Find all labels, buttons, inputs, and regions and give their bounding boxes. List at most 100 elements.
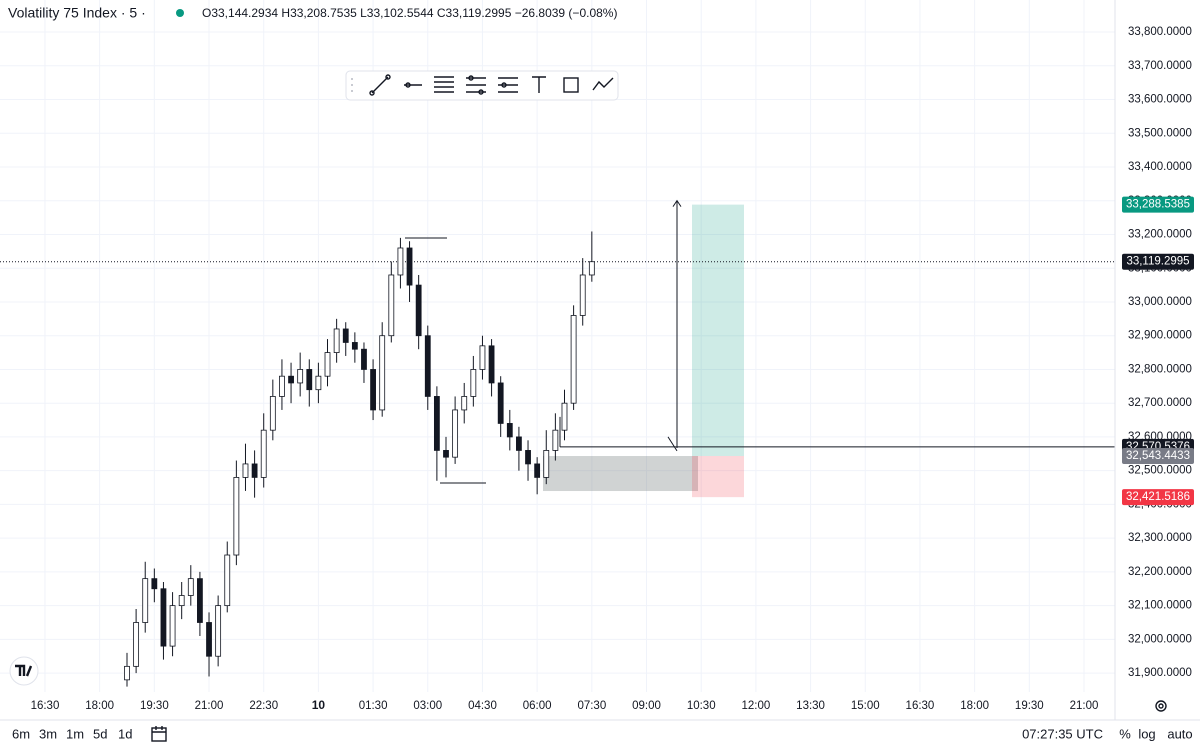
y-tick-label: 33,700.0000 (1128, 60, 1192, 72)
y-tick-label: 32,100.0000 (1128, 600, 1192, 612)
y-tick-label: 31,900.0000 (1128, 667, 1192, 679)
x-tick-label: 07:30 (577, 700, 606, 712)
symbol-title: Volatility 75 Index · 5 · (8, 5, 146, 21)
candle-body (370, 369, 376, 411)
candle-body (497, 382, 504, 424)
y-tick-label: 32,700.0000 (1128, 397, 1192, 409)
axes: 31,900.0000 32,000.0000 32,100.0000 32,200.… (31, 26, 1194, 712)
utc-clock: 07:27:35 UTC (1022, 726, 1103, 741)
y-tick-label: 33,500.0000 (1128, 127, 1192, 139)
x-tick-label: 16:30 (906, 700, 935, 712)
candle-body (561, 402, 568, 431)
x-tick-label: 01:30 (359, 700, 388, 712)
candle-body (206, 622, 212, 657)
candle-body (169, 605, 176, 647)
x-tick-label: 03:00 (413, 700, 442, 712)
scale-option[interactable]: log (1138, 726, 1155, 741)
candle-body (124, 665, 130, 681)
candle-body (160, 588, 167, 647)
interval-button[interactable]: 6m (12, 726, 30, 741)
x-tick-label: 10 (312, 698, 326, 712)
x-tick-label: 18:00 (85, 700, 114, 712)
candles (124, 231, 595, 687)
candle-body (187, 578, 194, 596)
y-tick-label: 32,500.0000 (1128, 465, 1192, 477)
price-label-box (1122, 489, 1194, 506)
grid (0, 0, 1115, 692)
y-tick-label: 33,000.0000 (1128, 296, 1192, 308)
ohlc-legend: O33,144.2934 H33,208.7535 L33,102.5544 C… (202, 6, 617, 20)
candle-body (361, 348, 367, 370)
x-tick-label: 10:30 (687, 700, 716, 712)
candle-body (306, 369, 313, 391)
candle-body (133, 622, 140, 667)
toolbar-icons[interactable] (351, 74, 614, 96)
candle-body (588, 261, 595, 276)
x-tick-label: 18:00 (960, 700, 989, 712)
candle-body (351, 342, 358, 350)
interval-button[interactable]: 5d (93, 726, 107, 741)
y-tick-label: 32,300.0000 (1128, 532, 1192, 544)
candle-body (443, 450, 449, 458)
drawings (0, 199, 1115, 498)
candle-body (260, 429, 267, 478)
x-tick-label: 12:00 (742, 700, 771, 712)
y-tick-label: 33,200.0000 (1128, 229, 1192, 241)
interval-button[interactable]: 1d (118, 726, 132, 741)
candle-body (178, 595, 185, 607)
loss-zone (692, 456, 744, 498)
x-tick-label: 09:00 (632, 700, 661, 712)
price-label: 32,543.4433 (1126, 450, 1190, 462)
price-label-box (1122, 253, 1194, 270)
x-tick-label: 06:00 (523, 700, 552, 712)
candle-body (570, 315, 577, 404)
candle-body (452, 409, 459, 458)
candle-body (342, 328, 349, 343)
candle-body (242, 463, 249, 478)
x-tick-label: 21:00 (195, 700, 224, 712)
candle-body (534, 463, 541, 478)
demand-zone (543, 456, 698, 492)
interval-button[interactable]: 1m (66, 726, 84, 741)
x-tick-label: 04:30 (468, 700, 497, 712)
x-tick-label: 21:00 (1070, 700, 1099, 712)
price-label: 32,421.5186 (1126, 491, 1190, 503)
candle-body (552, 429, 559, 451)
candle-body (433, 396, 440, 451)
tv-logo (9, 656, 39, 686)
drawing-toolbar[interactable] (345, 70, 619, 101)
x-tick-label: 15:00 (851, 700, 880, 712)
candle-body (324, 352, 331, 377)
interval-button[interactable]: 3m (39, 726, 57, 741)
candle-body (315, 375, 322, 391)
x-tick-label: 19:30 (1015, 700, 1044, 712)
target-arrow (667, 199, 682, 452)
candle-body (151, 578, 158, 590)
scale-option[interactable]: auto (1167, 726, 1192, 741)
candle-body (215, 605, 222, 657)
y-tick-label: 33,400.0000 (1128, 161, 1192, 173)
y-tick-label: 32,200.0000 (1128, 566, 1192, 578)
candle-body (269, 396, 276, 431)
candle-body (579, 274, 586, 316)
candle-body (297, 369, 304, 384)
candle-body (479, 345, 486, 370)
candle-body (379, 335, 386, 411)
price-label-box (1122, 448, 1194, 465)
calendar-icon[interactable] (151, 726, 167, 742)
candle-body (424, 335, 431, 397)
candle-body (233, 477, 240, 556)
candle-body (506, 423, 513, 438)
settings-icon[interactable] (1155, 700, 1167, 712)
candle-body (251, 463, 258, 478)
x-tick-label: 16:30 (31, 700, 60, 712)
y-tick-label: 32,000.0000 (1128, 633, 1192, 645)
candle-body (279, 375, 285, 397)
candle-body (224, 554, 231, 607)
scale-option[interactable]: % (1119, 726, 1131, 741)
x-tick-label: 13:30 (796, 700, 825, 712)
market-status (176, 9, 184, 17)
y-tick-label: 32,900.0000 (1128, 330, 1192, 342)
